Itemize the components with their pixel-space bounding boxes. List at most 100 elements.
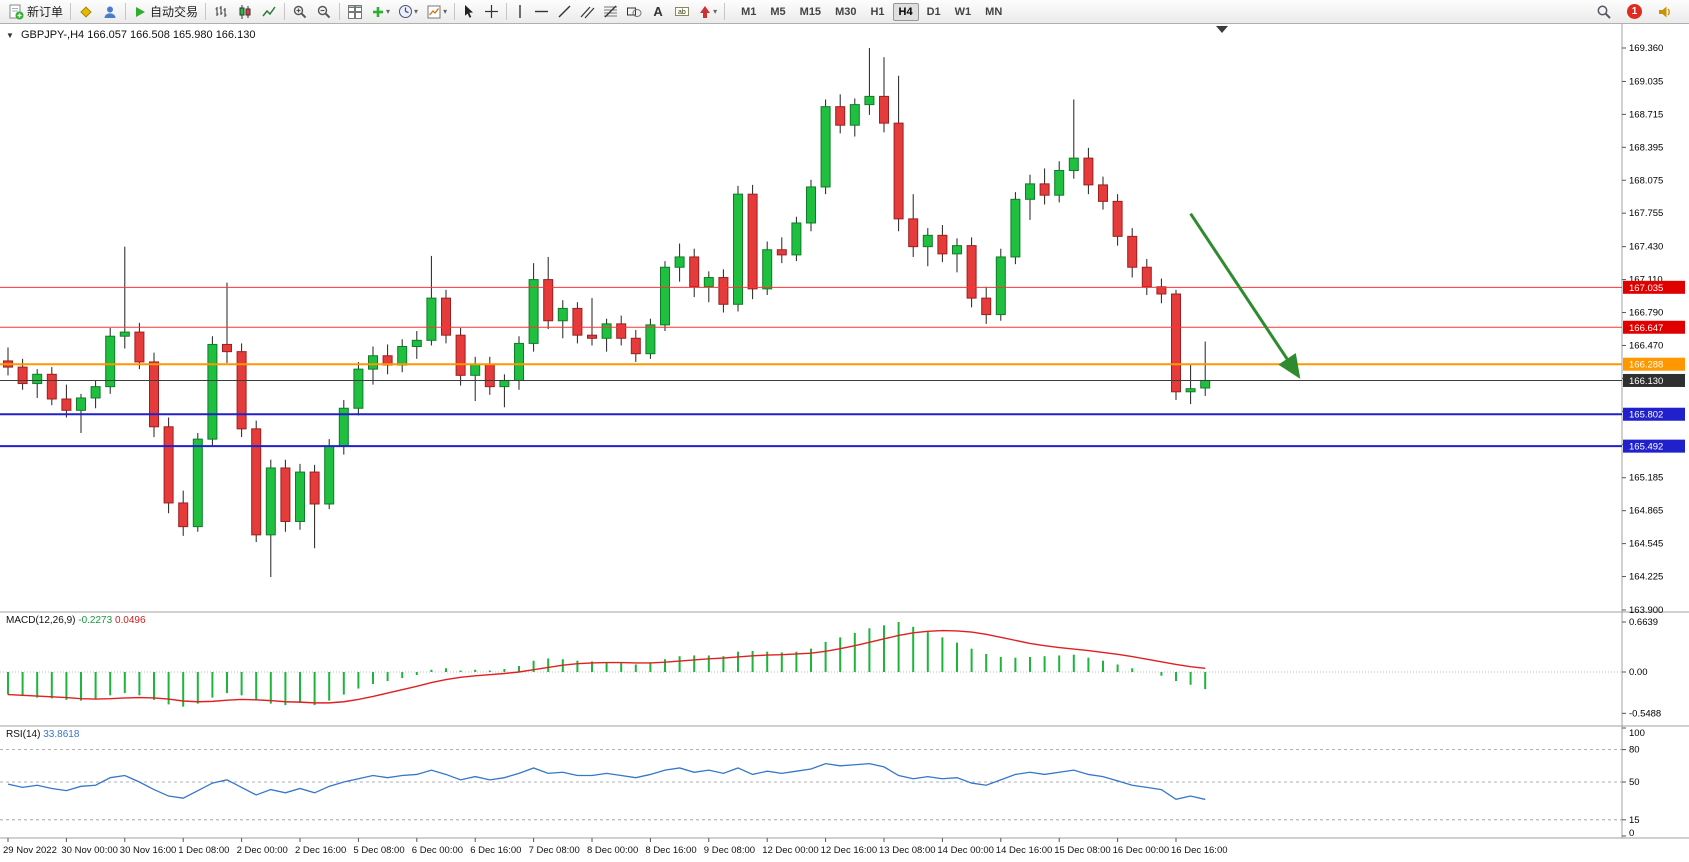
rsi-panel[interactable]: 100 80 50 15 0 (0, 727, 1645, 839)
macd-signal-line (7, 629, 1206, 704)
svg-text:167.430: 167.430 (1629, 242, 1663, 253)
svg-text:80: 80 (1629, 745, 1640, 756)
price-scale[interactable]: 169.360 169.035 168.715 168.395 168.075 167.7… (1622, 43, 1685, 616)
arrows-icon[interactable]: ▾ (694, 1, 721, 23)
cursor-icon[interactable] (458, 1, 480, 23)
zoom-out-icon[interactable] (312, 1, 336, 23)
svg-text:165.802: 165.802 (1629, 410, 1663, 421)
timeframe-d1[interactable]: D1 (926, 5, 941, 18)
macd-main-value: -0.2273 (78, 615, 113, 626)
shapes-icon[interactable] (622, 1, 646, 23)
fibonacci-icon[interactable] (599, 1, 622, 23)
svg-text:50: 50 (1629, 777, 1640, 788)
new-order-button[interactable]: 新订单 (4, 1, 67, 23)
svg-text:8 Dec 16:00: 8 Dec 16:00 (645, 845, 696, 856)
svg-text:2 Dec 16:00: 2 Dec 16:00 (295, 845, 346, 856)
macd-signal-value: 0.0496 (114, 615, 146, 626)
search-icon[interactable] (1592, 1, 1616, 23)
candlestick-chart-icon[interactable] (233, 1, 257, 23)
horizontal-line-icon[interactable] (530, 1, 553, 23)
chart-ohlc-values: 166.057 166.508 165.980 166.130 (87, 29, 256, 41)
rsi-name: RSI(14) (6, 729, 41, 740)
svg-text:167.755: 167.755 (1629, 208, 1663, 219)
macd-panel[interactable]: 0.6639 0.00 -0.5488 (0, 617, 1661, 719)
timeframe-h4[interactable]: H4 (892, 2, 919, 21)
candles-layer (3, 48, 1211, 578)
templates-icon[interactable]: ▾ (422, 1, 451, 23)
svg-text:164.225: 164.225 (1629, 572, 1663, 583)
svg-text:100: 100 (1629, 728, 1645, 739)
svg-text:167.110: 167.110 (1629, 275, 1663, 286)
periods-icon[interactable]: ▾ (394, 1, 422, 23)
svg-text:166.288: 166.288 (1629, 360, 1663, 371)
timeframe-h1[interactable]: H1 (870, 5, 885, 18)
svg-text:165.185: 165.185 (1629, 473, 1663, 484)
label-icon[interactable]: ab (670, 1, 694, 23)
svg-text:169.035: 169.035 (1629, 76, 1663, 87)
autotrading-button[interactable]: 自动交易 (129, 1, 202, 23)
bar-chart-icon[interactable] (209, 1, 233, 23)
horizontal-line-objects[interactable] (0, 286, 1622, 448)
svg-text:12 Dec 16:00: 12 Dec 16:00 (821, 845, 878, 856)
svg-text:163.900: 163.900 (1629, 605, 1663, 616)
svg-text:1 Dec 08:00: 1 Dec 08:00 (178, 845, 229, 856)
svg-text:30 Nov 16:00: 30 Nov 16:00 (120, 845, 177, 856)
svg-text:9 Dec 08:00: 9 Dec 08:00 (704, 845, 755, 856)
indicators-icon[interactable]: ▾ (367, 1, 394, 23)
svg-text:13 Dec 08:00: 13 Dec 08:00 (879, 845, 936, 856)
toolbar-separator (339, 3, 341, 20)
chart-title: ▼ GBPJPY-,H4 166.057 166.508 165.980 166… (6, 29, 255, 41)
zoom-in-icon[interactable] (288, 1, 312, 23)
svg-text:167.035: 167.035 (1629, 283, 1663, 294)
svg-text:168.715: 168.715 (1629, 109, 1663, 120)
svg-text:29 Nov 2022: 29 Nov 2022 (3, 845, 57, 856)
rsi-line (7, 762, 1206, 801)
toolbar-separator (284, 3, 286, 20)
timeframe-m5[interactable]: M5 (770, 5, 786, 18)
toolbar-separator (454, 3, 456, 20)
timeframe-w1[interactable]: W1 (954, 5, 972, 18)
toolbar-separator (724, 3, 726, 20)
crosshair-icon[interactable] (480, 1, 503, 23)
metaeditor-icon[interactable] (74, 1, 98, 23)
timeframe-m30[interactable]: M30 (835, 5, 857, 18)
svg-text:14 Dec 00:00: 14 Dec 00:00 (937, 845, 994, 856)
chart-shift-marker[interactable] (1216, 26, 1228, 33)
svg-text:6 Dec 00:00: 6 Dec 00:00 (412, 845, 463, 856)
svg-text:15: 15 (1629, 815, 1640, 826)
toolbar-separator (205, 3, 207, 20)
time-scale[interactable]: 29 Nov 2022 30 Nov 00:00 30 Nov 16:00 1 Dec… (3, 838, 1228, 856)
tile-windows-icon[interactable] (343, 1, 367, 23)
line-chart-icon[interactable] (257, 1, 281, 23)
toolbar-separator (70, 3, 72, 20)
equidistant-channel-icon[interactable] (576, 1, 599, 23)
svg-text:169.360: 169.360 (1629, 43, 1663, 54)
chart-symbol-period: GBPJPY-,H4 (20, 29, 85, 41)
trendline-icon[interactable] (553, 1, 576, 23)
svg-text:7 Dec 08:00: 7 Dec 08:00 (529, 845, 580, 856)
svg-text:5 Dec 08:00: 5 Dec 08:00 (353, 845, 404, 856)
alerts-icon[interactable] (1653, 1, 1677, 23)
timeframe-m15[interactable]: M15 (799, 5, 822, 18)
profiles-icon[interactable] (98, 1, 122, 23)
macd-name: MACD(12,26,9) (6, 615, 76, 626)
svg-text:164.865: 164.865 (1629, 506, 1663, 517)
vertical-line-icon[interactable] (510, 1, 530, 23)
svg-text:168.075: 168.075 (1629, 175, 1663, 186)
collapse-arrow-icon[interactable]: ▼ (6, 31, 14, 40)
timeframe-mn[interactable]: MN (985, 5, 1003, 18)
svg-text:2 Dec 00:00: 2 Dec 00:00 (237, 845, 288, 856)
svg-text:16 Dec 00:00: 16 Dec 00:00 (1113, 845, 1170, 856)
svg-text:0.6639: 0.6639 (1629, 617, 1658, 628)
trend-arrow-object[interactable] (1189, 212, 1301, 379)
svg-text:6 Dec 16:00: 6 Dec 16:00 (470, 845, 521, 856)
notification-badge[interactable]: 1 (1623, 1, 1646, 23)
price-badge: 166.288 (1623, 357, 1685, 371)
svg-text:166.130: 166.130 (1629, 376, 1663, 387)
text-icon[interactable]: A (653, 4, 663, 19)
svg-text:0: 0 (1629, 828, 1634, 839)
timeframe-m1[interactable]: M1 (741, 5, 757, 18)
